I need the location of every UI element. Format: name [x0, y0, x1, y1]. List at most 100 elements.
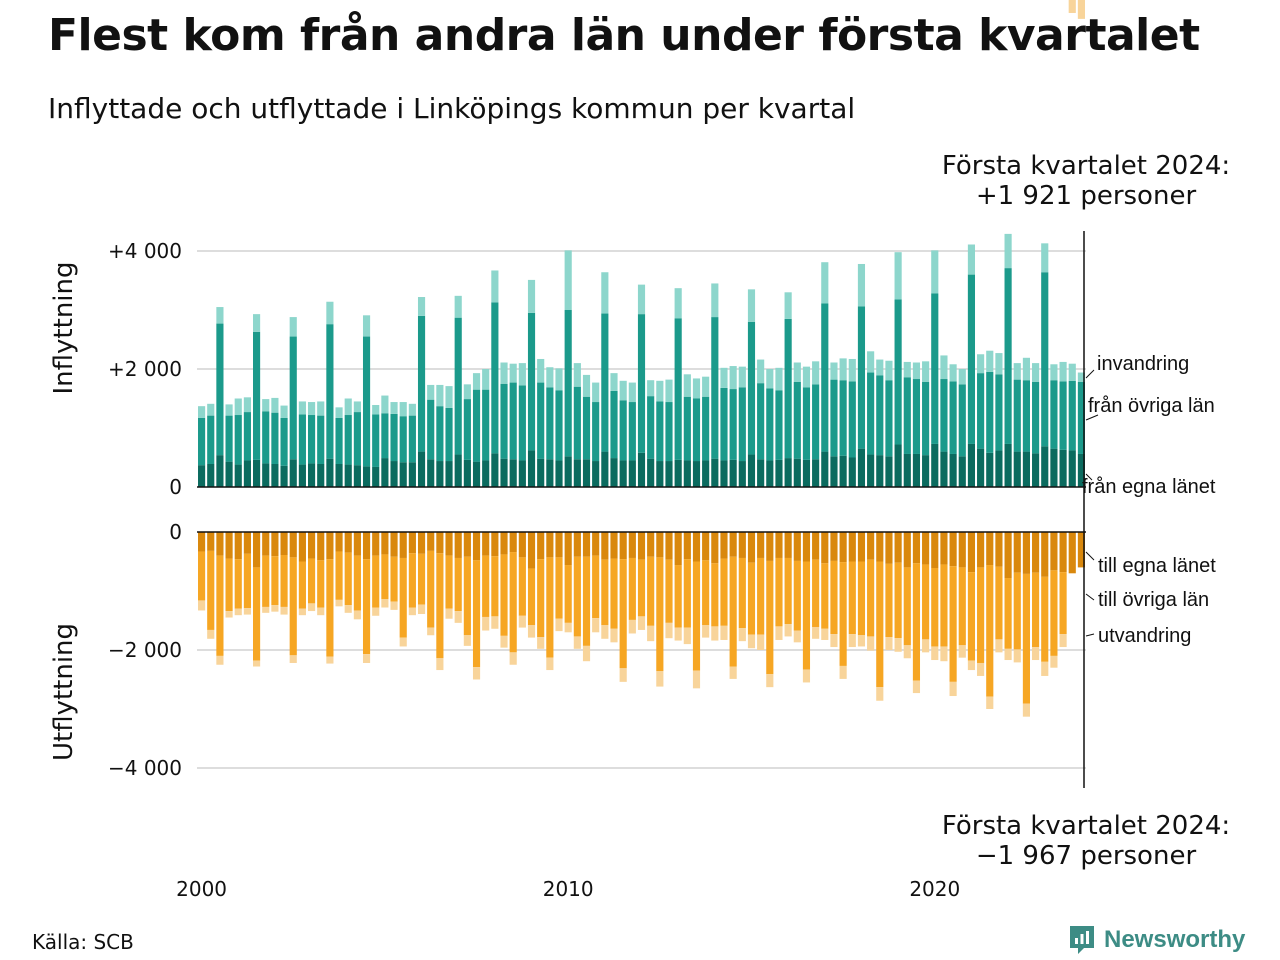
- bar-in-2-7: [262, 399, 270, 412]
- bar-out-1-0: [198, 551, 206, 601]
- bar-out-0-23: [408, 532, 416, 554]
- y-tick-top: +4 000: [108, 239, 182, 263]
- bar-in-1-27: [445, 407, 453, 462]
- bar-out-1-79: [922, 564, 930, 640]
- bar-out-2-18: [362, 654, 371, 663]
- series-label-fran-ovriga-lan: från övriga län: [1088, 395, 1215, 417]
- bar-in-0-9: [280, 465, 288, 487]
- bar-out-2-65: [793, 630, 801, 643]
- bar-out-0-83: [958, 532, 966, 568]
- bar-out-2-51: [665, 622, 673, 639]
- y-axis-label-top: Inflyttning: [49, 262, 79, 395]
- bar-in-0-36: [527, 450, 536, 487]
- bar-in-1-41: [573, 386, 581, 460]
- bar-in-0-45: [610, 458, 618, 487]
- bar-out-1-29: [463, 556, 471, 636]
- bar-in-1-6: [253, 331, 261, 460]
- bar-in-2-94: [1059, 361, 1067, 382]
- bar-in-0-54: [692, 461, 701, 487]
- bar-out-0-37: [537, 532, 545, 560]
- bar-in-0-29: [463, 459, 471, 487]
- bar-in-2-53: [683, 374, 691, 397]
- annotation-top-line2: +1 921 personer: [976, 181, 1197, 211]
- bar-out-0-35: [518, 532, 526, 558]
- bar-in-2-57: [720, 367, 728, 388]
- bar-out-1-7: [262, 555, 270, 607]
- bar-out-1-74: [876, 561, 884, 688]
- bar-out-1-4: [234, 559, 242, 609]
- bar-out-1-45: [610, 558, 618, 629]
- bar-out-2-55: [702, 625, 710, 638]
- bar-out-0-8: [271, 532, 279, 557]
- bar-out-1-35: [518, 557, 526, 616]
- bar-in-0-21: [390, 461, 398, 487]
- bar-in-1-14: [326, 324, 334, 459]
- bar-in-1-68: [821, 303, 829, 452]
- bar-out-0-59: [738, 532, 746, 558]
- bar-in-0-6: [253, 459, 261, 487]
- bar-in-0-84: [967, 443, 976, 487]
- bar-out-2-48: [637, 616, 646, 630]
- bar-out-0-96: [1077, 532, 1085, 568]
- bar-in-2-59: [738, 366, 746, 388]
- bar-out-2-2: [216, 655, 224, 665]
- bar-out-1-92: [1041, 576, 1049, 662]
- bar-in-1-51: [665, 402, 673, 462]
- bar-in-2-83: [958, 369, 966, 385]
- bar-in-1-55: [702, 396, 710, 461]
- bar-in-0-85: [977, 448, 985, 487]
- bar-in-1-47: [628, 402, 636, 461]
- bar-in-0-74: [876, 455, 884, 487]
- bar-in-1-2: [216, 323, 224, 456]
- bar-out-2-6: [253, 660, 261, 667]
- bar-out-0-49: [647, 532, 655, 557]
- bar-in-1-95: [1068, 380, 1076, 451]
- bar-in-0-8: [271, 463, 279, 487]
- bar-in-1-4: [234, 415, 242, 465]
- series-label-invandring: invandring: [1097, 353, 1189, 375]
- bar-in-0-10: [289, 459, 297, 487]
- bar-out-1-89: [1013, 572, 1021, 650]
- bar-out-0-11: [298, 532, 306, 562]
- inflow-bars: [198, 233, 1085, 487]
- bar-out-0-53: [683, 532, 691, 560]
- bar-out-1-38: [546, 557, 554, 658]
- bar-out-1-1: [207, 550, 215, 630]
- bar-out-2-78: [912, 680, 921, 694]
- bar-in-0-93: [1050, 448, 1058, 487]
- bar-in-0-83: [958, 456, 966, 487]
- bar-out-0-22: [399, 532, 407, 558]
- bar-out-1-78: [912, 563, 921, 681]
- y-tick-bottom: −4 000: [108, 756, 182, 780]
- bar-out-1-33: [500, 554, 508, 636]
- bar-out-0-73: [867, 532, 875, 560]
- bar-out-0-75: [885, 532, 893, 564]
- bar-in-0-38: [546, 459, 554, 487]
- bar-in-2-29: [463, 384, 471, 400]
- bar-out-2-76: [894, 638, 902, 652]
- bar-in-0-87: [995, 450, 1003, 487]
- bar-in-0-5: [243, 460, 251, 487]
- bar-out-2-35: [518, 615, 526, 628]
- bar-out-2-41: [573, 636, 581, 649]
- bar-out-1-76: [894, 562, 902, 639]
- bar-in-0-3: [225, 461, 233, 487]
- bar-out-1-40: [564, 565, 572, 623]
- bar-out-2-69: [830, 634, 838, 648]
- bar-in-0-76: [894, 444, 902, 487]
- bar-out-1-48: [637, 559, 646, 617]
- bar-in-1-90: [1022, 380, 1030, 452]
- bar-in-0-30: [472, 461, 481, 487]
- bar-out-2-34: [509, 652, 517, 665]
- bar-in-1-5: [243, 412, 251, 461]
- bar-out-0-78: [912, 532, 921, 564]
- bar-in-0-19: [372, 466, 380, 487]
- bar-in-2-28: [454, 295, 462, 318]
- bar-out-0-66: [802, 532, 811, 562]
- bar-in-1-26: [436, 406, 444, 462]
- bar-in-2-96: [1077, 372, 1085, 382]
- bar-out-1-9: [280, 555, 288, 607]
- bar-in-1-96: [1077, 381, 1085, 454]
- bar-out-1-13: [317, 560, 325, 608]
- bar-in-0-89: [1013, 451, 1021, 487]
